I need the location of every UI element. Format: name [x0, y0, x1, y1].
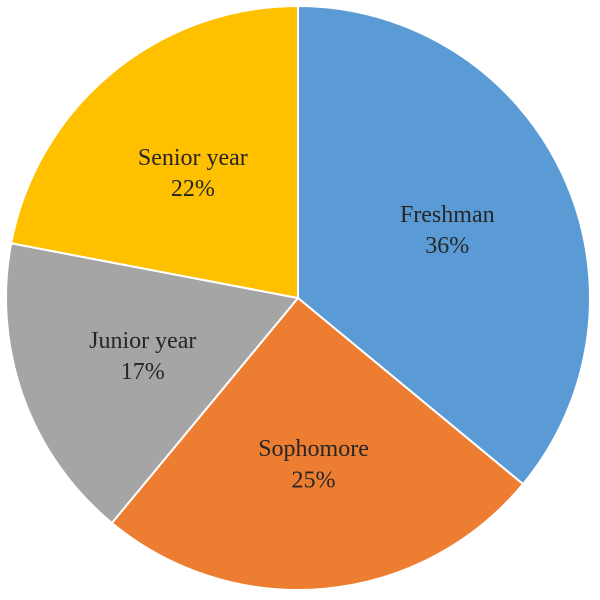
- slice-category-label: Freshman: [400, 202, 495, 228]
- slice-label-freshman: Freshman 36%: [400, 202, 495, 259]
- pie-slice-freshman: [297, 5, 591, 486]
- pie-slices: [5, 5, 591, 591]
- slice-category-label: Sophomore: [258, 436, 369, 462]
- slice-label-senior-year: Senior year 22%: [138, 145, 248, 202]
- slice-percent-label: 22%: [171, 176, 215, 202]
- slice-percent-label: 36%: [425, 233, 469, 259]
- slice-category-label: Senior year: [138, 145, 248, 171]
- slice-label-sophomore: Sophomore 25%: [258, 436, 369, 493]
- pie-slice-junior-year: [5, 242, 299, 524]
- pie-labels: Freshman 36% Sophomore 25% Junior year 17% Sen…: [89, 145, 494, 494]
- pie-slice-sophomore: [110, 297, 524, 591]
- slice-label-junior-year: Junior year 17%: [89, 328, 196, 385]
- slice-percent-label: 25%: [292, 467, 336, 493]
- slice-percent-label: 17%: [121, 359, 165, 385]
- pie-slice-senior-year: [10, 5, 299, 299]
- slice-category-label: Junior year: [89, 328, 196, 354]
